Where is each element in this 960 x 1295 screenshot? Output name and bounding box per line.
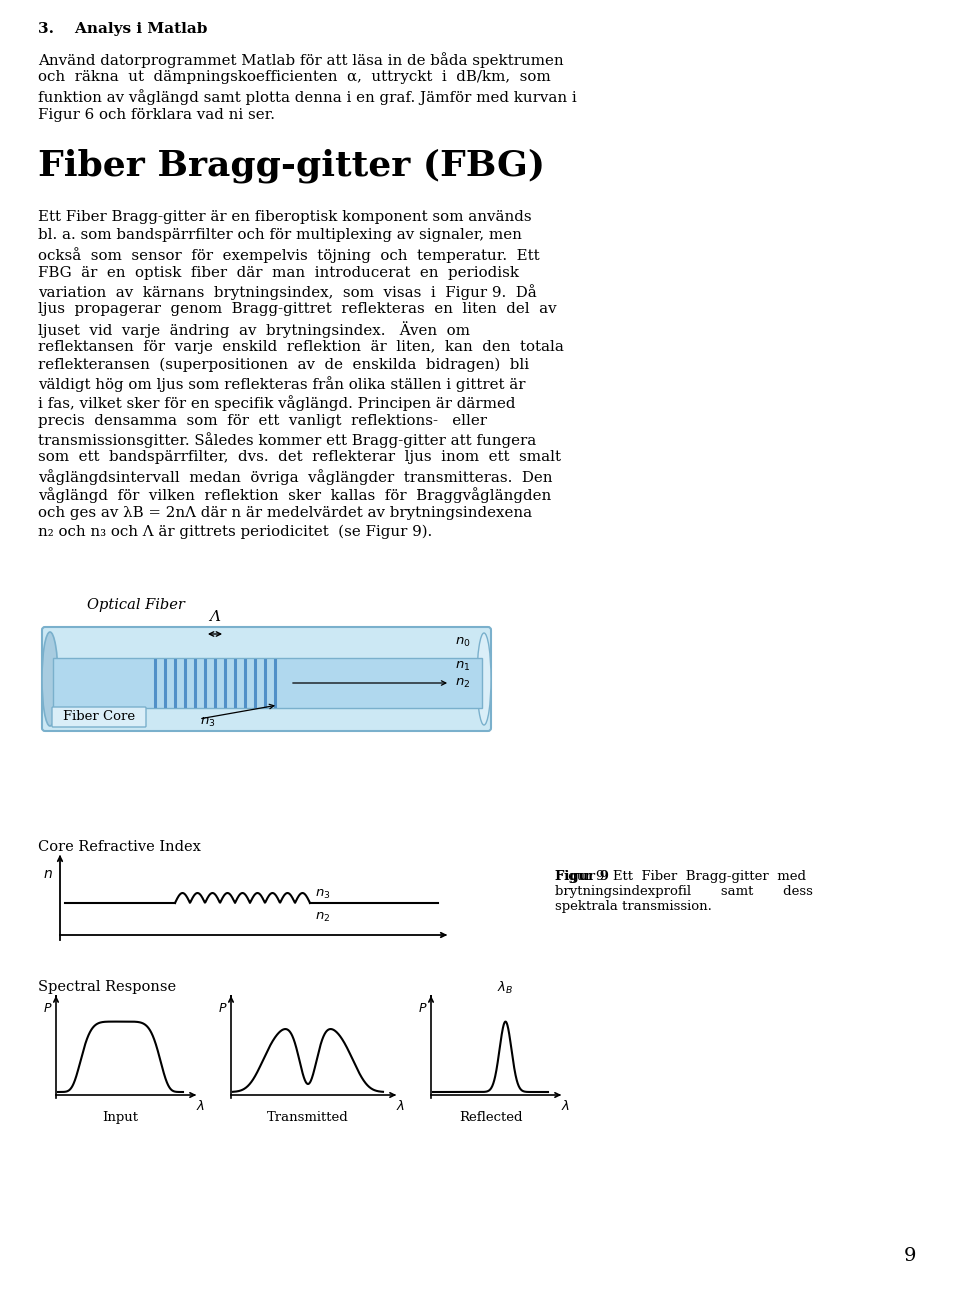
Text: variation  av  kärnans  brytningsindex,  som  visas  i  Figur 9.  Då: variation av kärnans brytningsindex, som… xyxy=(38,284,537,300)
Text: FBG  är  en  optisk  fiber  där  man  introducerat  en  periodisk: FBG är en optisk fiber där man introduce… xyxy=(38,265,519,280)
Text: $\lambda_B$: $\lambda_B$ xyxy=(497,980,514,996)
Text: ljus  propagerar  genom  Bragg-gittret  reflekteras  en  liten  del  av: ljus propagerar genom Bragg-gittret refl… xyxy=(38,303,557,316)
Text: Fiber Bragg-gitter (FBG): Fiber Bragg-gitter (FBG) xyxy=(38,148,545,183)
Text: $n_3$: $n_3$ xyxy=(200,715,216,729)
Text: $n_0$: $n_0$ xyxy=(455,636,470,649)
Text: $P$: $P$ xyxy=(419,1002,428,1015)
Text: $n$: $n$ xyxy=(43,866,53,881)
Text: Figur 6 och förklara vad ni ser.: Figur 6 och förklara vad ni ser. xyxy=(38,107,275,122)
Text: transmissionsgitter. Således kommer ett Bragg-gitter att fungera: transmissionsgitter. Således kommer ett … xyxy=(38,433,537,448)
Text: 9: 9 xyxy=(903,1247,916,1265)
Text: $P$: $P$ xyxy=(219,1002,228,1015)
Text: $n_3$: $n_3$ xyxy=(315,888,330,901)
Text: spektrala transmission.: spektrala transmission. xyxy=(555,900,712,913)
Text: Input: Input xyxy=(103,1111,138,1124)
Text: $n_1$: $n_1$ xyxy=(455,659,470,672)
Ellipse shape xyxy=(477,633,491,725)
Text: och  räkna  ut  dämpningskoefficienten  α,  uttryckt  i  dB/km,  som: och räkna ut dämpningskoefficienten α, u… xyxy=(38,70,551,84)
Text: 3.    Analys i Matlab: 3. Analys i Matlab xyxy=(38,22,207,36)
FancyBboxPatch shape xyxy=(52,707,146,726)
Text: $\lambda$: $\lambda$ xyxy=(562,1099,570,1112)
Text: Transmitted: Transmitted xyxy=(267,1111,348,1124)
Text: Spectral Response: Spectral Response xyxy=(38,980,176,995)
Text: våglängdsintervall  medan  övriga  våglängder  transmitteras.  Den: våglängdsintervall medan övriga våglängd… xyxy=(38,469,553,484)
Text: Reflected: Reflected xyxy=(459,1111,522,1124)
Text: väldigt hög om ljus som reflekteras från olika ställen i gittret är: väldigt hög om ljus som reflekteras från… xyxy=(38,377,525,392)
Text: reflekteransen  (superpositionen  av  de  enskilda  bidragen)  bli: reflekteransen (superpositionen av de en… xyxy=(38,357,529,373)
Text: $n_2$: $n_2$ xyxy=(315,910,330,925)
Text: Optical Fiber: Optical Fiber xyxy=(87,598,185,613)
Text: som  ett  bandspärrfilter,  dvs.  det  reflekterar  ljus  inom  ett  smalt: som ett bandspärrfilter, dvs. det reflek… xyxy=(38,451,561,465)
Text: Ett Fiber Bragg-gitter är en fiberoptisk komponent som används: Ett Fiber Bragg-gitter är en fiberoptisk… xyxy=(38,210,532,224)
Text: också  som  sensor  för  exempelvis  töjning  och  temperatur.  Ett: också som sensor för exempelvis töjning … xyxy=(38,247,540,263)
Text: funktion av våglängd samt plotta denna i en graf. Jämför med kurvan i: funktion av våglängd samt plotta denna i… xyxy=(38,89,577,105)
Text: Figur 9: Figur 9 xyxy=(555,870,609,883)
Text: Figur 9  Ett  Fiber  Bragg-gitter  med: Figur 9 Ett Fiber Bragg-gitter med xyxy=(555,870,806,883)
Text: $n_2$: $n_2$ xyxy=(455,676,470,689)
Text: Λ: Λ xyxy=(209,610,221,624)
Text: brytningsindexprofil       samt       dess: brytningsindexprofil samt dess xyxy=(555,884,813,897)
Text: Core Refractive Index: Core Refractive Index xyxy=(38,840,201,853)
Text: precis  densamma  som  för  ett  vanligt  reflektions-   eller: precis densamma som för ett vanligt refl… xyxy=(38,413,487,427)
Text: n₂ och n₃ och Λ är gittrets periodicitet  (se Figur 9).: n₂ och n₃ och Λ är gittrets periodicitet… xyxy=(38,524,432,539)
Text: Använd datorprogrammet Matlab för att läsa in de båda spektrumen: Använd datorprogrammet Matlab för att lä… xyxy=(38,52,564,67)
Text: Fiber Core: Fiber Core xyxy=(63,711,135,724)
Text: ljuset  vid  varje  ändring  av  brytningsindex.   Även  om: ljuset vid varje ändring av brytningsind… xyxy=(38,321,470,338)
Text: bl. a. som bandspärrfilter och för multiplexing av signaler, men: bl. a. som bandspärrfilter och för multi… xyxy=(38,228,522,242)
FancyBboxPatch shape xyxy=(42,627,491,730)
Text: i fas, vilket sker för en specifik våglängd. Principen är därmed: i fas, vilket sker för en specifik våglä… xyxy=(38,395,516,411)
Text: $\lambda$: $\lambda$ xyxy=(197,1099,205,1112)
Text: våglängd  för  vilken  reflektion  sker  kallas  för  Braggvåglängden: våglängd för vilken reflektion sker kall… xyxy=(38,487,551,504)
Text: $P$: $P$ xyxy=(43,1002,53,1015)
Text: och ges av λB = 2nΛ där n är medelvärdet av brytningsindexena: och ges av λB = 2nΛ där n är medelvärdet… xyxy=(38,506,532,521)
Bar xyxy=(53,658,482,708)
Text: $\lambda$: $\lambda$ xyxy=(396,1099,405,1112)
Text: reflektansen  för  varje  enskild  reflektion  är  liten,  kan  den  totala: reflektansen för varje enskild reflektio… xyxy=(38,339,564,354)
Ellipse shape xyxy=(42,632,58,726)
